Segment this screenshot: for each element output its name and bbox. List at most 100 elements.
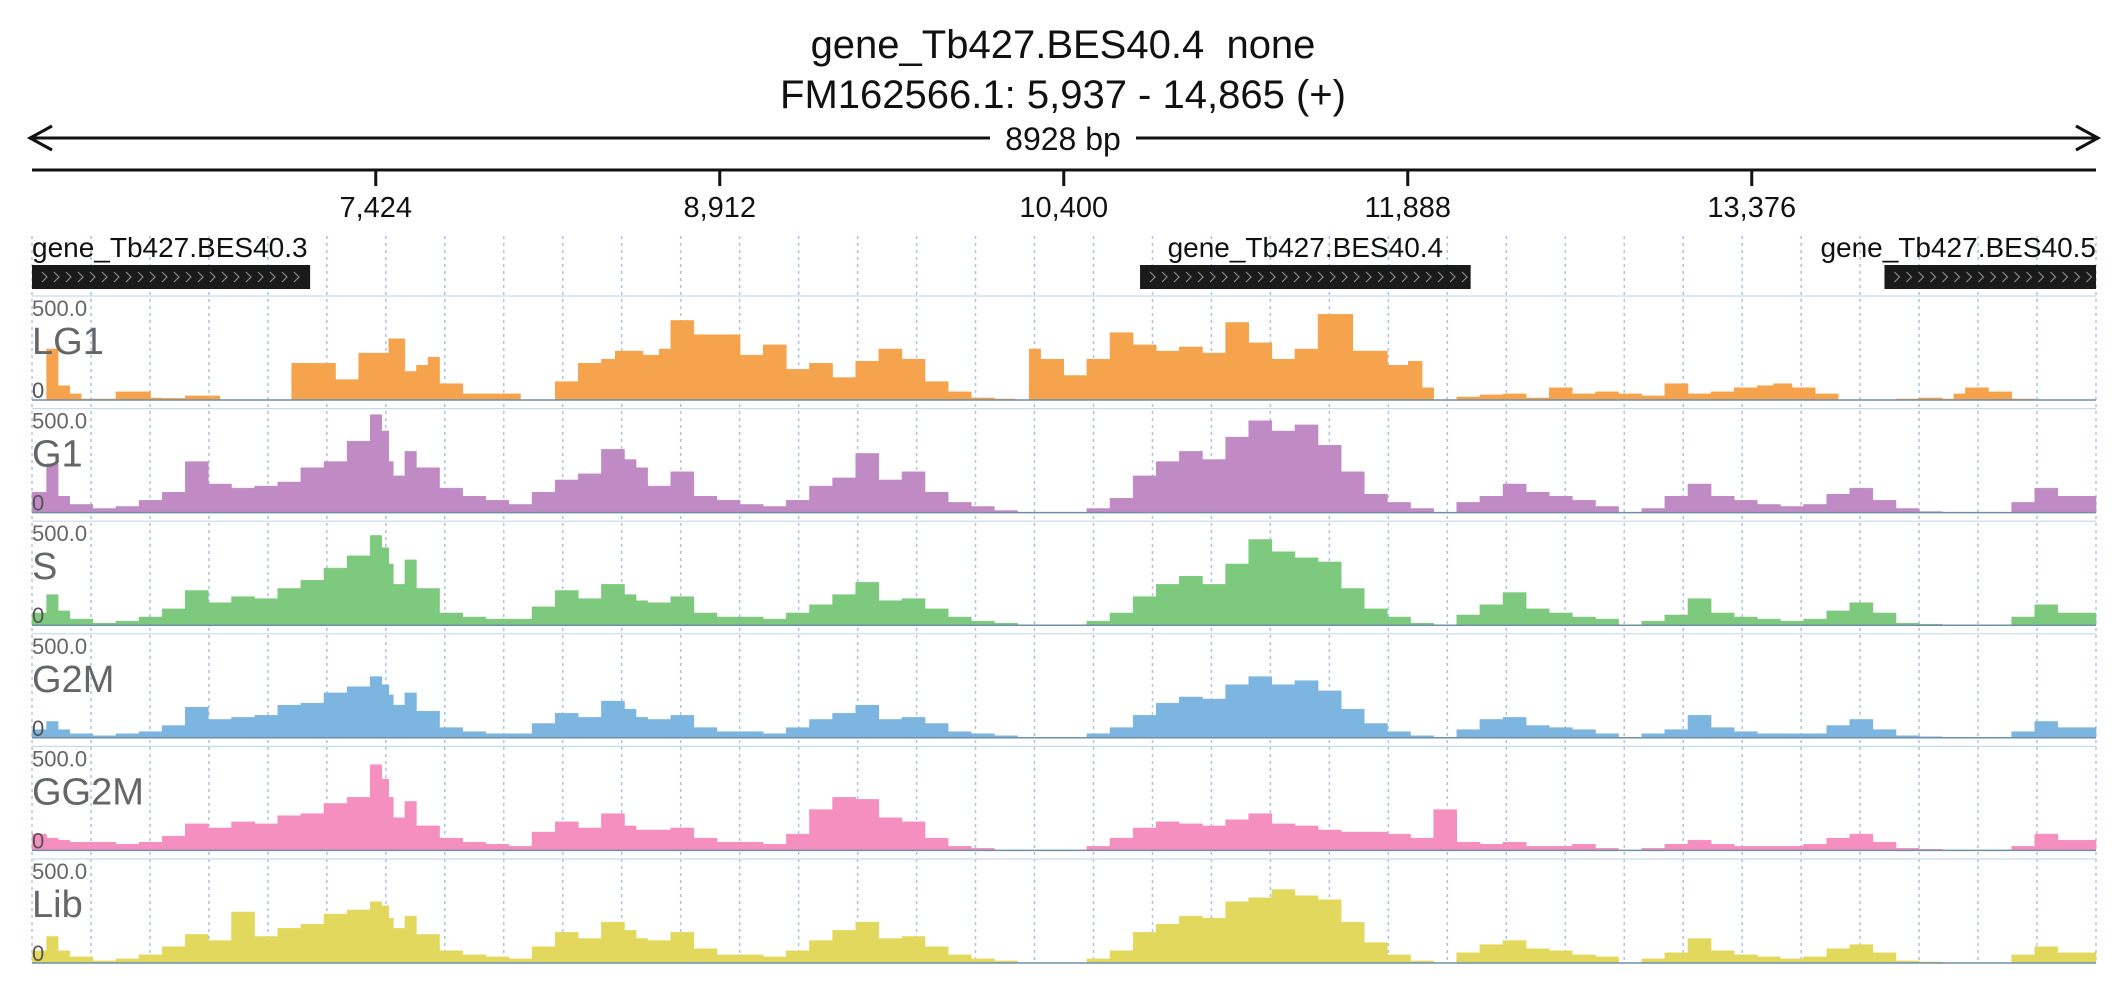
y-max-label: 500.0 [32, 409, 87, 434]
strand-arrow [185, 271, 192, 283]
strand-arrow [1281, 271, 1288, 283]
strand-arrow [1149, 271, 1156, 283]
strand-arrow [1365, 271, 1372, 283]
gene-label: gene_Tb427.BES40.5 [1820, 232, 2096, 263]
strand-arrow [1930, 271, 1937, 283]
strand-arrow [2026, 271, 2033, 283]
strand-arrow [1209, 271, 1216, 283]
strand-arrow [53, 271, 60, 283]
coverage-area[interactable] [31, 414, 2097, 513]
strand-arrow [1377, 271, 1384, 283]
x-tick-label: 13,376 [1707, 192, 1796, 224]
strand-arrow [293, 271, 300, 283]
track-lib: 500.0 0 Lib [31, 858, 2097, 966]
strand-arrow [1293, 271, 1300, 283]
strand-arrow [2038, 271, 2045, 283]
strand-arrow [1425, 271, 1432, 283]
strand-arrow [1257, 271, 1264, 283]
strand-arrow [1942, 271, 1949, 283]
strand-arrow [1197, 271, 1204, 283]
x-tick-label: 8,912 [683, 192, 756, 224]
coverage-area[interactable] [31, 764, 2097, 851]
strand-arrow [209, 271, 216, 283]
strand-arrow [1353, 271, 1360, 283]
strand-arrow [221, 271, 228, 283]
strand-arrow [1906, 271, 1913, 283]
y-max-label: 500.0 [32, 296, 87, 321]
y-min-label: 0 [32, 716, 44, 741]
strand-arrow [137, 271, 144, 283]
coverage-area[interactable] [32, 314, 2096, 401]
x-axis-ticks: 7,424 8,912 10,400 11,888 13,376 [339, 170, 1796, 224]
strand-arrow [233, 271, 240, 283]
strand-arrow [149, 271, 156, 283]
y-min-label: 0 [32, 941, 44, 966]
coverage-area[interactable] [31, 676, 2097, 739]
coverage-area[interactable] [31, 889, 2097, 964]
locus-label: FM162566.1: 5,937 - 14,865 (+) [780, 73, 1346, 117]
y-min-label: 0 [32, 491, 44, 516]
gene-label: gene_Tb427.BES40.3 [32, 232, 308, 263]
strand-arrow [1918, 271, 1925, 283]
strand-arrow [1173, 271, 1180, 283]
strand-arrow [1161, 271, 1168, 283]
strand-arrow [269, 271, 276, 283]
track-name: LG1 [32, 321, 104, 363]
strand-arrow [1449, 271, 1456, 283]
strand-arrow [1990, 271, 1997, 283]
track-name: GG2M [32, 771, 144, 813]
span-arrow-right-head [2075, 124, 2102, 152]
strand-arrow [2086, 271, 2093, 283]
strand-arrow [1894, 271, 1901, 283]
gene-feature-bar[interactable] [1884, 265, 2096, 289]
coverage-area[interactable] [31, 535, 2097, 626]
strand-arrow [1413, 271, 1420, 283]
span-label-bg [990, 118, 1136, 158]
gene-title: gene_Tb427.BES40.4 none [810, 23, 1316, 67]
y-min-label: 0 [32, 828, 44, 853]
y-min-label: 0 [32, 378, 44, 403]
strand-arrow [2014, 271, 2021, 283]
track-g2m: 500.0 0 G2M [31, 633, 2097, 741]
track-name: S [32, 546, 57, 588]
y-max-label: 500.0 [32, 859, 87, 884]
strand-arrow [257, 271, 264, 283]
strand-arrow [1954, 271, 1961, 283]
coverage-tracks: 500.00LG1500.00G1500.00S500.00G2M500.00G… [31, 295, 2097, 966]
strand-arrow [1978, 271, 1985, 283]
strand-arrow [1329, 271, 1336, 283]
strand-arrow [245, 271, 252, 283]
track-name: G1 [32, 434, 83, 476]
strand-arrow [2050, 271, 2057, 283]
strand-arrow [161, 271, 168, 283]
strand-arrow [1185, 271, 1192, 283]
strand-arrow [89, 271, 96, 283]
gene-feature-bar[interactable] [32, 265, 311, 289]
track-lg1: 500.0 0 LG1 [32, 295, 2096, 403]
strand-arrow [1245, 271, 1252, 283]
strand-arrow [1317, 271, 1324, 283]
strand-arrow [1221, 271, 1228, 283]
track-s: 500.0 0 S [31, 520, 2097, 628]
strand-arrow [2002, 271, 2009, 283]
strand-arrow [1233, 271, 1240, 283]
strand-arrow [1461, 271, 1468, 283]
gene-label: gene_Tb427.BES40.4 [1168, 232, 1444, 263]
span-ruler: 8928 bp [26, 118, 2102, 172]
track-g1: 500.0 0 G1 [31, 408, 2097, 516]
strand-arrow [1269, 271, 1276, 283]
x-tick-label: 7,424 [339, 192, 412, 224]
track-name: Lib [32, 884, 83, 926]
strand-arrow [173, 271, 180, 283]
strand-arrow [1401, 271, 1408, 283]
strand-arrow [125, 271, 132, 283]
strand-arrow [77, 271, 84, 283]
gene-feature-bar[interactable] [1140, 265, 1471, 289]
track-gg2m: 500.0 0 GG2M [31, 745, 2097, 853]
strand-arrow [2062, 271, 2069, 283]
x-tick-label: 11,888 [1364, 192, 1451, 224]
strand-arrow [1966, 271, 1973, 283]
y-min-label: 0 [32, 603, 44, 628]
gene-annotation-track: gene_Tb427.BES40.3 gene_Tb427.BES40.4 gene… [32, 232, 2096, 289]
